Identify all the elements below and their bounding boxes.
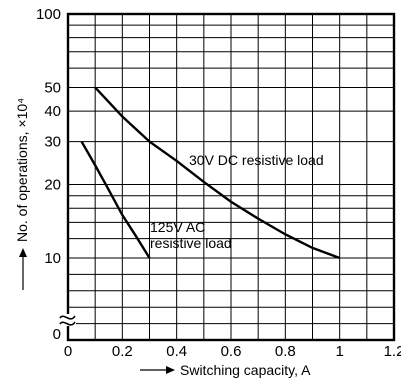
y-tick-label: 40 bbox=[44, 103, 61, 120]
tick-labels: 0 0.2 0.4 0.6 0.8 1 1.2 10 20 30 40 50 100 0 bbox=[36, 6, 401, 360]
x-axis-title: Switching capacity, A bbox=[140, 362, 311, 378]
axis-break-mark bbox=[58, 314, 76, 326]
x-tick-label: 0 bbox=[64, 343, 72, 360]
x-tick-label: 0.2 bbox=[112, 343, 133, 360]
curves bbox=[80, 86, 341, 260]
y-tick-label: 10 bbox=[44, 250, 61, 267]
y-tick-label: 50 bbox=[44, 79, 61, 96]
grid bbox=[68, 14, 394, 340]
curve-125v-ac bbox=[80, 140, 151, 259]
y-tick-label: 20 bbox=[44, 177, 61, 194]
annotation-30v-dc: 30V DC resistive load bbox=[189, 152, 324, 168]
plot-frame bbox=[66, 12, 396, 342]
x-tick-label: 0.4 bbox=[166, 343, 187, 360]
y-zero-label: 0 bbox=[53, 326, 61, 343]
y-axis-label: No. of operations, ×10⁴ bbox=[14, 98, 30, 242]
x-tick-label: 1.2 bbox=[384, 343, 401, 360]
y-axis-title: No. of operations, ×10⁴ bbox=[14, 98, 30, 290]
x-tick-label: 0.8 bbox=[275, 343, 296, 360]
annotation-125v-ac-line2: resistive load bbox=[150, 235, 232, 251]
curve-30v-dc bbox=[94, 86, 341, 260]
x-axis-label: Switching capacity, A bbox=[180, 362, 311, 378]
y-tick-label: 100 bbox=[36, 6, 61, 23]
y-tick-label: 30 bbox=[44, 134, 61, 151]
annotation-125v-ac-line1: 125V AC bbox=[150, 219, 205, 235]
x-tick-label: 1 bbox=[335, 343, 343, 360]
x-tick-label: 0.6 bbox=[221, 343, 242, 360]
